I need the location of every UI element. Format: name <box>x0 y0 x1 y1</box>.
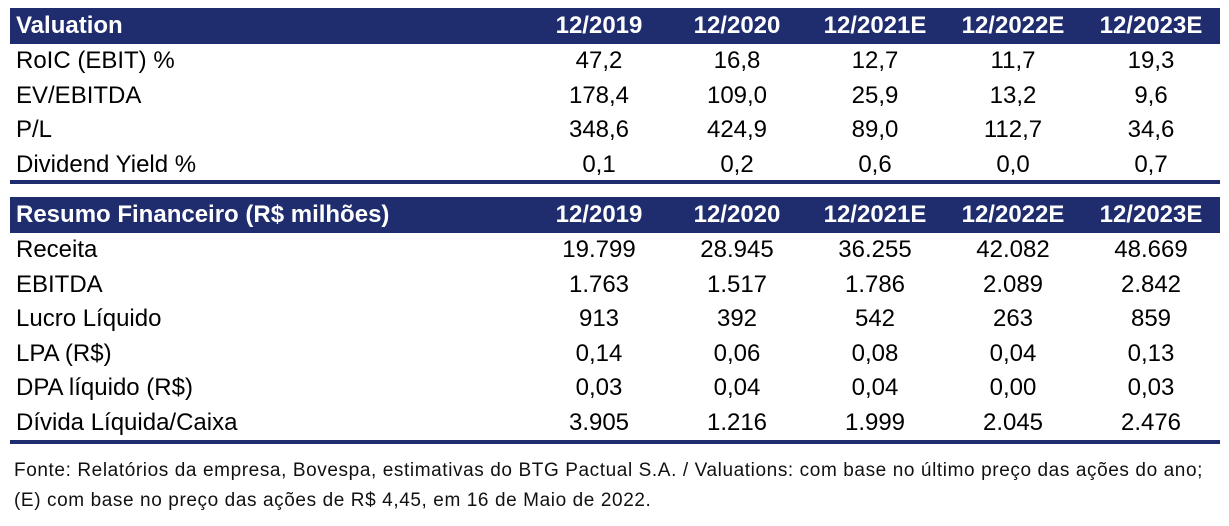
cell-value: 28.945 <box>700 236 774 263</box>
table-row: Dividend Yield % 0,1 0,2 0,6 0,0 0,7 <box>10 148 1220 183</box>
cell-value: 1.517 <box>706 270 768 298</box>
cell-value: 0,03 <box>575 374 623 401</box>
table-row: P/L 348,6 424,9 89,0 112,7 34,6 <box>10 113 1220 148</box>
cell-value: 859 <box>1130 305 1172 332</box>
row-label: RoIC (EBIT) % <box>16 47 175 74</box>
cell-value: 19.799 <box>562 236 636 263</box>
cell-value: 0,2 <box>720 150 754 178</box>
cell-value: 1.999 <box>844 408 906 436</box>
cell-value: 263 <box>992 305 1034 332</box>
cell-value: 112,7 <box>983 116 1043 143</box>
row-label: P/L <box>16 116 53 143</box>
valuation-table: Valuation 12/2019 12/2020 12/2021E 12/20… <box>10 8 1220 182</box>
row-label: Dividend Yield % <box>16 150 197 178</box>
cell-value: 0,03 <box>1127 374 1175 401</box>
cell-value: 178,4 <box>568 81 630 109</box>
cell-value: 1.786 <box>844 270 906 298</box>
year-header: 12/2021E <box>806 8 944 44</box>
year-header: 12/2021E <box>806 197 944 233</box>
cell-value: 2.842 <box>1120 270 1182 298</box>
cell-value: 89,0 <box>851 116 899 143</box>
row-label: Lucro Líquido <box>16 305 162 332</box>
cell-value: 109,0 <box>706 81 768 109</box>
section-divider <box>10 180 1220 184</box>
cell-value: 13,2 <box>989 81 1037 109</box>
table-row: RoIC (EBIT) % 47,2 16,8 12,7 11,7 19,3 <box>10 44 1220 79</box>
table-row: EV/EBITDA 178,4 109,0 25,9 13,2 9,6 <box>10 79 1220 114</box>
cell-value: 19,3 <box>1127 47 1175 74</box>
cell-value: 0,08 <box>851 339 899 367</box>
table-row: Receita 19.799 28.945 36.255 42.082 48.6… <box>10 233 1220 268</box>
cell-value: 0,04 <box>989 339 1037 367</box>
source-footnote: Fonte: Relatórios da empresa, Bovespa, e… <box>14 460 1203 511</box>
table-row: Lucro Líquido 913 392 542 263 859 <box>10 302 1220 337</box>
cell-value: 2.089 <box>982 270 1044 298</box>
cell-value: 36.255 <box>838 236 912 263</box>
cell-value: 0,13 <box>1127 339 1175 367</box>
cell-value: 0,04 <box>851 374 899 401</box>
year-header: 12/2022E <box>944 197 1082 233</box>
table-row: EBITDA 1.763 1.517 1.786 2.089 2.842 <box>10 268 1220 303</box>
cell-value: 1.216 <box>706 408 768 436</box>
summary-title: Resumo Financeiro (R$ milhões) <box>10 197 530 233</box>
year-header: 12/2023E <box>1082 197 1220 233</box>
cell-value: 1.763 <box>568 270 630 298</box>
cell-value: 0,6 <box>858 150 892 178</box>
valuation-title: Valuation <box>10 8 530 44</box>
cell-value: 2.476 <box>1120 408 1182 436</box>
cell-value: 9,6 <box>1134 81 1168 109</box>
section-divider <box>10 440 1220 444</box>
cell-value: 0,06 <box>713 339 761 367</box>
table-row: LPA (R$) 0,14 0,06 0,08 0,04 0,13 <box>10 337 1220 372</box>
table-row: Dívida Líquida/Caixa 3.905 1.216 1.999 2… <box>10 406 1220 441</box>
cell-value: 16,8 <box>713 47 761 74</box>
cell-value: 48.669 <box>1114 236 1188 263</box>
cell-value: 392 <box>716 305 758 332</box>
cell-value: 3.905 <box>568 408 630 436</box>
row-label: Dívida Líquida/Caixa <box>16 408 238 436</box>
row-label: EBITDA <box>16 270 103 298</box>
cell-value: 34,6 <box>1127 116 1175 143</box>
cell-value: 0,00 <box>989 374 1037 401</box>
cell-value: 424,9 <box>706 116 768 143</box>
cell-value: 0,0 <box>996 150 1030 178</box>
cell-value: 0,04 <box>713 374 761 401</box>
year-header: 12/2020 <box>668 8 806 44</box>
year-header: 12/2023E <box>1082 8 1220 44</box>
cell-value: 0,14 <box>575 339 623 367</box>
year-header: 12/2020 <box>668 197 806 233</box>
row-label: DPA líquido (R$) <box>16 374 193 401</box>
row-label: EV/EBITDA <box>16 81 142 109</box>
year-header: 12/2019 <box>530 197 668 233</box>
table-row: DPA líquido (R$) 0,03 0,04 0,04 0,00 0,0… <box>10 371 1220 406</box>
summary-header-row: Resumo Financeiro (R$ milhões) 12/2019 1… <box>10 197 1220 233</box>
cell-value: 0,7 <box>1134 150 1168 178</box>
row-label: LPA (R$) <box>16 339 112 367</box>
cell-value: 542 <box>854 305 896 332</box>
cell-value: 47,2 <box>575 47 623 74</box>
cell-value: 913 <box>578 305 620 332</box>
year-header: 12/2019 <box>530 8 668 44</box>
cell-value: 11,7 <box>990 47 1036 74</box>
financial-summary-table: Resumo Financeiro (R$ milhões) 12/2019 1… <box>10 197 1220 440</box>
cell-value: 2.045 <box>982 408 1044 436</box>
valuation-header-row: Valuation 12/2019 12/2020 12/2021E 12/20… <box>10 8 1220 44</box>
year-header: 12/2022E <box>944 8 1082 44</box>
cell-value: 12,7 <box>851 47 899 74</box>
cell-value: 0,1 <box>582 150 616 178</box>
cell-value: 348,6 <box>568 116 630 143</box>
row-label: Receita <box>16 236 98 263</box>
cell-value: 25,9 <box>851 81 899 109</box>
cell-value: 42.082 <box>976 236 1050 263</box>
